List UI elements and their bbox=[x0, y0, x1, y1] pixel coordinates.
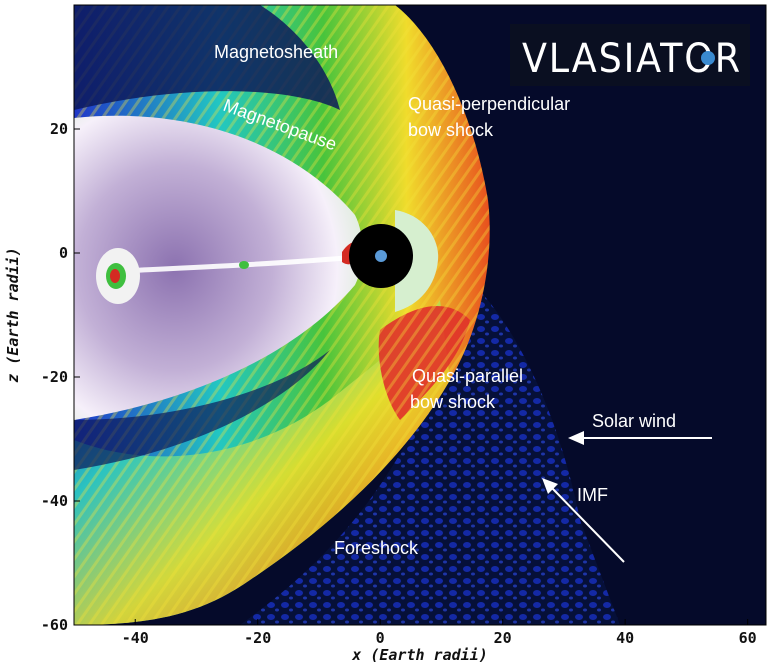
label-quasi-par-1: Quasi-parallel bbox=[412, 366, 523, 386]
north-lobe bbox=[74, 5, 340, 110]
solar-wind-arrow bbox=[568, 431, 712, 445]
plot-border bbox=[73, 4, 767, 626]
south-lobe bbox=[74, 350, 330, 470]
y-tick-label: 0 bbox=[59, 244, 68, 262]
y-tick-label: -20 bbox=[41, 368, 68, 386]
x-axis-ticks: -40 -20 0 20 40 60 bbox=[122, 619, 757, 647]
dayside-magnetosphere bbox=[395, 210, 439, 312]
foreshock-region bbox=[240, 280, 620, 625]
earth-icon bbox=[375, 250, 387, 262]
x-tick-label: 40 bbox=[616, 629, 634, 647]
label-quasi-perp-2: bow shock bbox=[408, 120, 494, 140]
label-imf: IMF bbox=[577, 485, 608, 505]
label-magnetosheath: Magnetosheath bbox=[214, 42, 338, 62]
simulation-field bbox=[74, 5, 620, 625]
y-tick-label: -60 bbox=[41, 616, 68, 634]
x-tick-label: -20 bbox=[244, 629, 271, 647]
x-tick-label: 20 bbox=[494, 629, 512, 647]
x-tick-label: 60 bbox=[739, 629, 757, 647]
x-tick-label: 0 bbox=[376, 629, 385, 647]
y-tick-label: -40 bbox=[41, 492, 68, 510]
imf-arrow bbox=[542, 478, 625, 563]
x-axis-label: x (Earth radii) bbox=[351, 646, 487, 664]
label-quasi-par-2: bow shock bbox=[410, 392, 496, 412]
y-tick-label: 20 bbox=[50, 120, 68, 138]
label-quasi-perp-1: Quasi-perpendicular bbox=[408, 94, 570, 114]
small-plasmoid bbox=[239, 261, 249, 269]
label-solar-wind: Solar wind bbox=[592, 411, 676, 431]
x-tick-label: -40 bbox=[122, 629, 149, 647]
y-axis-ticks: 20 0 -20 -40 -60 bbox=[41, 120, 80, 634]
plasmoid-center bbox=[110, 269, 120, 283]
label-foreshock: Foreshock bbox=[334, 538, 419, 558]
y-axis-label: z (Earth radii) bbox=[4, 247, 22, 382]
logo-earth-icon bbox=[701, 51, 715, 65]
